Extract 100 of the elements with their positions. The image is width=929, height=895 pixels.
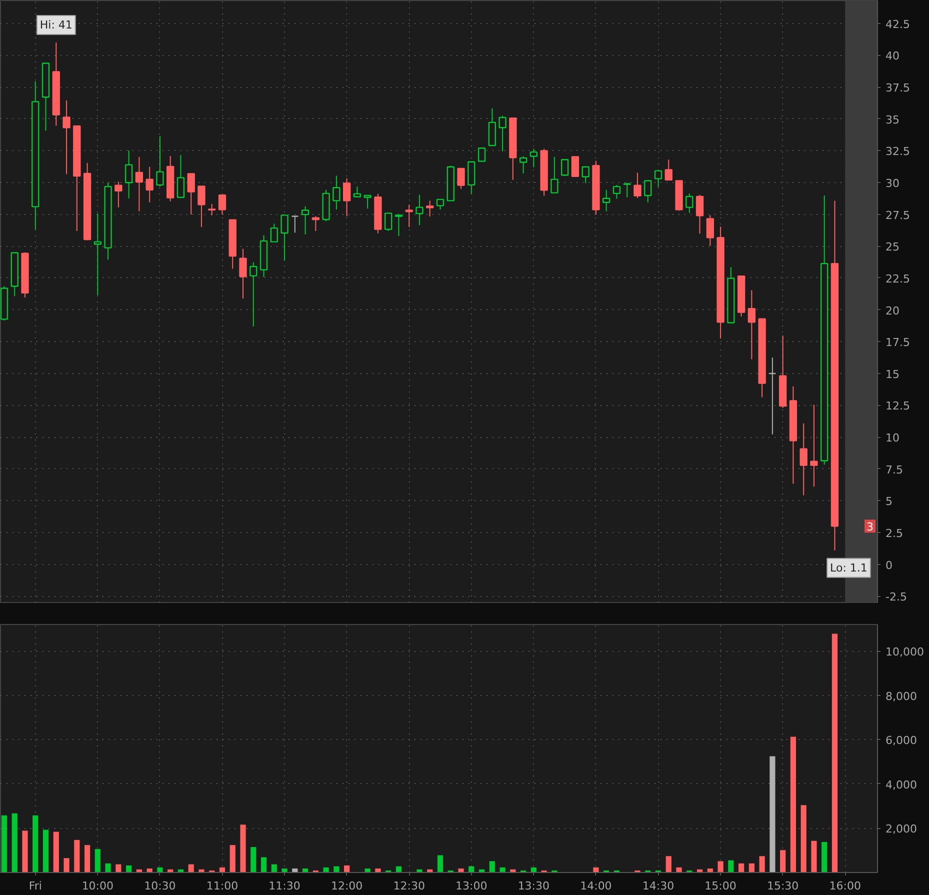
bar bbox=[94, 849, 100, 872]
bar bbox=[437, 855, 444, 872]
candlestick bbox=[498, 115, 506, 152]
y-tick-label: 15 bbox=[886, 368, 900, 381]
candlestick bbox=[384, 212, 392, 232]
candlestick bbox=[644, 180, 652, 203]
candlestick bbox=[560, 158, 569, 177]
bar bbox=[822, 842, 828, 872]
candlestick bbox=[218, 194, 226, 216]
candlestick bbox=[530, 148, 538, 168]
x-tick-label: 15:00 bbox=[704, 880, 736, 892]
candlestick bbox=[280, 214, 288, 262]
x-tick-label: 13:00 bbox=[456, 880, 488, 892]
bar bbox=[458, 868, 464, 872]
bar bbox=[666, 856, 672, 872]
y-tick-label: 22.5 bbox=[886, 272, 910, 286]
y-tick-label: 40 bbox=[886, 50, 900, 63]
bar bbox=[84, 845, 90, 872]
bar bbox=[188, 864, 194, 872]
bar bbox=[22, 830, 28, 872]
candlestick bbox=[519, 156, 528, 174]
bar bbox=[790, 736, 796, 872]
candlestick bbox=[468, 161, 476, 194]
bar bbox=[12, 813, 18, 872]
candlestick bbox=[436, 198, 444, 210]
candlestick bbox=[426, 200, 434, 217]
y-tick-label: 6,000 bbox=[886, 734, 917, 748]
bar bbox=[53, 832, 59, 872]
x-tick-label: 10:30 bbox=[144, 880, 176, 892]
candlestick bbox=[291, 216, 299, 234]
bar bbox=[240, 824, 246, 872]
candlestick bbox=[706, 214, 714, 246]
annotation: 3 bbox=[866, 520, 874, 534]
y-tick-label: 17.5 bbox=[886, 336, 910, 350]
candlestick bbox=[686, 192, 694, 214]
bar bbox=[323, 867, 329, 872]
y-tick-label: 25 bbox=[886, 240, 900, 254]
x-tick-label: 15:30 bbox=[766, 880, 799, 892]
candlestick bbox=[176, 154, 185, 198]
candlestick bbox=[270, 223, 278, 242]
y-tick-label: 42.5 bbox=[886, 18, 910, 31]
candlestick bbox=[208, 204, 216, 216]
candlestick bbox=[571, 156, 580, 177]
candlestick bbox=[582, 166, 590, 184]
bar bbox=[42, 830, 49, 872]
y-tick-label: 10,000 bbox=[886, 646, 924, 659]
y-tick-label: 27.5 bbox=[886, 208, 910, 222]
bar bbox=[1, 815, 8, 872]
candlestick bbox=[457, 168, 465, 190]
bar bbox=[748, 863, 754, 872]
bar bbox=[64, 858, 70, 872]
candlestick bbox=[135, 156, 144, 212]
candlestick bbox=[654, 170, 662, 188]
candlestick bbox=[478, 148, 486, 162]
bar bbox=[344, 865, 350, 872]
y-tick-label: 4,000 bbox=[886, 778, 917, 792]
bar bbox=[676, 867, 682, 872]
candlestick bbox=[748, 290, 756, 360]
bar bbox=[770, 756, 776, 872]
bar bbox=[718, 861, 724, 872]
bar bbox=[593, 867, 599, 872]
candlestick bbox=[342, 178, 351, 217]
bar bbox=[759, 856, 765, 872]
candlestick bbox=[664, 159, 672, 181]
y-tick-label: 30 bbox=[886, 177, 900, 190]
y-tick-label: 8,000 bbox=[886, 690, 917, 703]
candlestick bbox=[198, 186, 206, 228]
y-tick-label: 32.5 bbox=[886, 145, 910, 158]
candlestick bbox=[353, 186, 362, 198]
bar bbox=[116, 864, 122, 872]
bar bbox=[500, 867, 506, 872]
candlestick bbox=[634, 172, 642, 199]
candlestick bbox=[187, 173, 195, 216]
x-tick-label: 10:00 bbox=[82, 880, 114, 892]
bar bbox=[32, 815, 38, 872]
candlestick bbox=[62, 100, 70, 175]
bar bbox=[738, 863, 744, 872]
candlestick bbox=[312, 216, 320, 232]
y-tick-label: 2,000 bbox=[886, 822, 917, 836]
y-tick-label: 20 bbox=[886, 304, 900, 318]
candlestick bbox=[301, 206, 310, 235]
candlestick bbox=[416, 194, 424, 226]
y-tick-label: 12.5 bbox=[886, 400, 910, 413]
y-tick-label: -2.5 bbox=[886, 590, 907, 604]
bar bbox=[282, 868, 288, 872]
bar bbox=[230, 845, 236, 872]
bar bbox=[780, 850, 786, 872]
candlestick bbox=[405, 204, 413, 228]
candlestick bbox=[364, 194, 372, 210]
x-tick-label: 14:00 bbox=[580, 880, 612, 892]
annotation: Hi: 41 bbox=[40, 18, 72, 32]
x-tick-label: 12:30 bbox=[393, 880, 425, 892]
bar bbox=[260, 857, 267, 872]
candlestick bbox=[602, 189, 610, 212]
candlestick bbox=[800, 422, 808, 496]
x-tick-label: 16:00 bbox=[829, 880, 861, 892]
candlestick bbox=[156, 136, 164, 188]
candlestick bbox=[250, 262, 258, 327]
candlestick bbox=[332, 175, 340, 210]
x-tick-label: 11:30 bbox=[268, 880, 300, 892]
